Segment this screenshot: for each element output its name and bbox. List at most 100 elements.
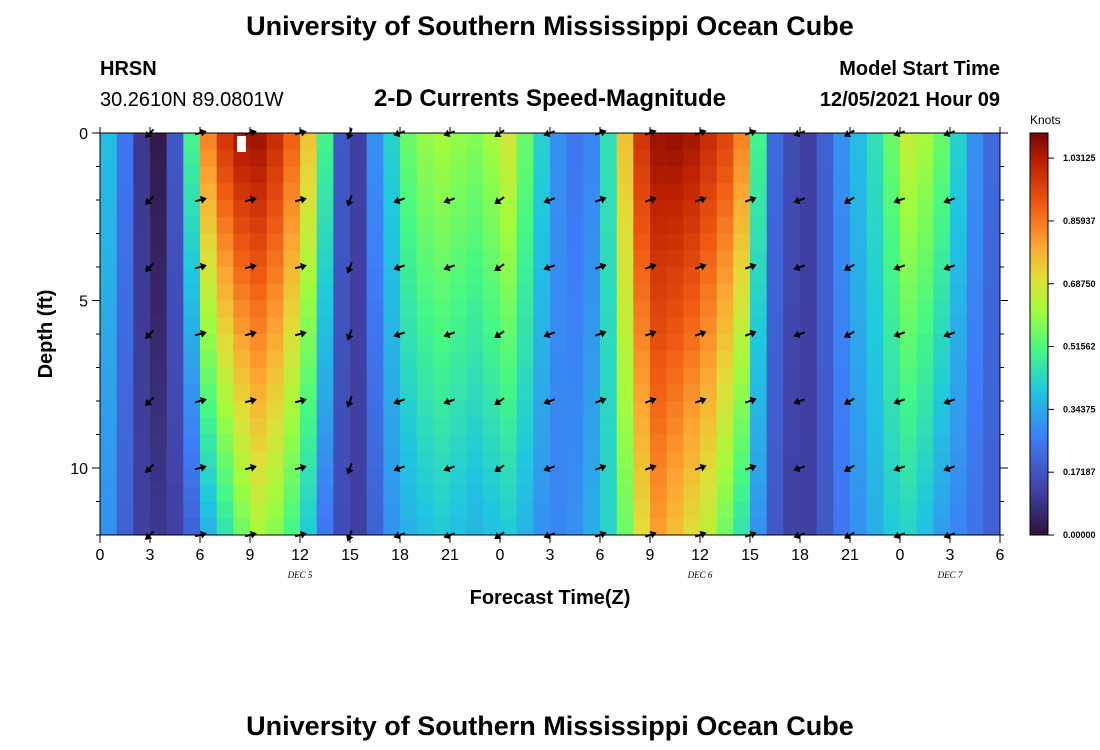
- heatmap-cell: [466, 401, 484, 419]
- heatmap-cell: [750, 518, 768, 535]
- heatmap-cell: [316, 300, 334, 318]
- heatmap-cell: [166, 283, 184, 302]
- heatmap-cell: [433, 267, 451, 285]
- heatmap-cell: [600, 334, 618, 352]
- heatmap-cell: [600, 317, 618, 335]
- current-arrow: [244, 463, 257, 472]
- heatmap-cell: [200, 384, 218, 402]
- heatmap-cell: [400, 149, 418, 168]
- heatmap-cell: [933, 166, 951, 184]
- heatmap-cell: [650, 401, 668, 419]
- heatmap-cell: [700, 518, 718, 535]
- heatmap-cell: [683, 501, 701, 519]
- heatmap-cell: [266, 451, 284, 469]
- heatmap-cell: [166, 367, 184, 385]
- heatmap-cell: [366, 384, 384, 402]
- heatmap-cell: [950, 451, 968, 469]
- heatmap-cell: [983, 183, 1000, 201]
- heatmap-cell: [433, 317, 451, 335]
- heatmap-cell: [150, 468, 168, 486]
- heatmap-cell: [700, 166, 718, 184]
- heatmap-cell: [316, 451, 334, 469]
- heatmap-cell: [350, 233, 368, 251]
- heatmap-cell: [233, 451, 251, 469]
- heatmap-cell: [150, 350, 168, 369]
- current-arrow: [943, 464, 956, 473]
- heatmap-cell: [500, 384, 518, 402]
- heatmap-cell: [183, 468, 201, 486]
- heatmap-cell: [800, 233, 818, 251]
- heatmap-cell: [200, 501, 218, 519]
- current-arrow: [744, 329, 757, 338]
- heatmap-cell: [100, 417, 118, 436]
- heatmap-cell: [950, 149, 968, 168]
- heatmap-cell: [116, 367, 134, 385]
- heatmap-cell: [366, 233, 384, 251]
- heatmap-cell: [316, 417, 334, 436]
- heatmap-cell: [966, 434, 984, 452]
- heatmap-cell: [550, 166, 568, 184]
- heatmap-cell: [383, 384, 401, 402]
- heatmap-cell: [716, 200, 734, 218]
- heatmap-cell: [533, 518, 551, 535]
- heatmap-cell: [216, 468, 234, 486]
- heatmap-cell: [200, 334, 218, 352]
- heatmap-cell: [216, 350, 234, 369]
- heatmap-cell: [416, 216, 434, 235]
- heatmap-cell: [816, 250, 834, 268]
- heatmap-cell: [116, 283, 134, 302]
- heatmap-cell: [566, 216, 584, 235]
- heatmap-cell: [916, 468, 934, 486]
- heatmap-cell: [966, 300, 984, 318]
- heatmap-cell: [333, 334, 351, 352]
- x-tick-label: 9: [246, 547, 255, 564]
- heatmap-cell: [283, 300, 301, 318]
- x-tick-label: 0: [96, 547, 105, 564]
- heatmap-cell: [900, 216, 918, 235]
- heatmap-cell: [233, 350, 251, 369]
- heatmap-cell: [883, 417, 901, 436]
- heatmap-cell: [416, 233, 434, 251]
- heatmap-cell: [816, 133, 834, 151]
- heatmap-cell: [650, 133, 668, 151]
- heatmap-cell: [250, 384, 268, 402]
- heatmap-cell: [216, 317, 234, 335]
- heatmap-cell: [800, 183, 818, 201]
- heatmap-cell: [333, 384, 351, 402]
- heatmap-cell: [666, 518, 684, 535]
- heatmap-cell: [133, 367, 151, 385]
- x-tick-label: 21: [841, 547, 859, 564]
- colorbar-tick-label: 1.03125: [1063, 153, 1096, 163]
- heatmap-cell: [650, 200, 668, 218]
- heatmap-cell: [250, 200, 268, 218]
- heatmap-cell: [166, 200, 184, 218]
- heatmap-cell: [966, 367, 984, 385]
- heatmap-cell: [650, 267, 668, 285]
- heatmap-cell: [600, 518, 618, 535]
- heatmap-cell: [750, 200, 768, 218]
- heatmap-cell: [233, 267, 251, 285]
- heatmap-cell: [133, 149, 151, 168]
- heatmap-cell: [783, 451, 801, 469]
- heatmap-cell: [616, 417, 634, 436]
- heatmap-cell: [383, 200, 401, 218]
- heatmap-cell: [800, 334, 818, 352]
- heatmap-cell: [416, 518, 434, 535]
- heatmap-cell: [300, 401, 318, 419]
- heatmap-cell: [550, 484, 568, 503]
- heatmap-cell: [850, 434, 868, 452]
- heatmap-cell: [800, 133, 818, 151]
- heatmap-cell: [550, 149, 568, 168]
- heatmap-cell: [383, 468, 401, 486]
- heatmap-cell: [650, 149, 668, 168]
- heatmap-cell: [916, 451, 934, 469]
- heatmap-cell: [333, 267, 351, 285]
- heatmap-cell: [833, 183, 851, 201]
- heatmap-cell: [383, 317, 401, 335]
- heatmap-cell: [850, 334, 868, 352]
- x-tick-label: 3: [146, 547, 155, 564]
- heatmap-cell: [300, 216, 318, 235]
- heatmap-cell: [300, 451, 318, 469]
- heatmap-cell: [750, 367, 768, 385]
- heatmap-cell: [133, 350, 151, 369]
